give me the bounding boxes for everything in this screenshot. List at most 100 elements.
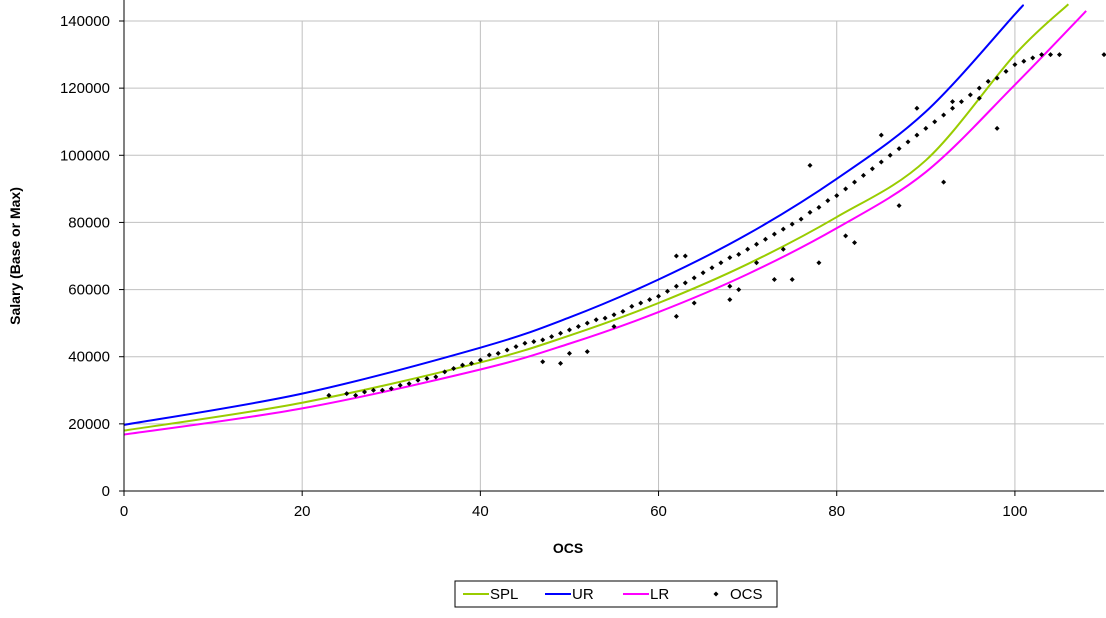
- scatter-point: [691, 300, 697, 306]
- x-axis-title: OCS: [553, 540, 583, 556]
- scatter-point: [629, 303, 635, 309]
- scatter-point: [1030, 55, 1036, 61]
- scatter-point: [397, 382, 403, 388]
- scatter-point: [611, 312, 617, 318]
- scatter-point: [727, 297, 733, 303]
- scatter-point: [549, 334, 555, 340]
- scatter-point: [941, 179, 947, 185]
- scatter-point: [745, 246, 751, 252]
- scatter-point: [967, 92, 973, 98]
- scatter-point: [486, 352, 492, 358]
- scatter-point: [647, 297, 653, 303]
- scatter-point: [754, 260, 760, 266]
- scatter-point: [682, 280, 688, 286]
- y-tick-label: 40000: [68, 349, 110, 366]
- scatter-point: [771, 277, 777, 282]
- scatter-point: [370, 387, 376, 393]
- axes: [119, 0, 1104, 496]
- scatter-point: [718, 260, 724, 266]
- y-tick-label: 120000: [60, 80, 110, 97]
- scatter-point: [843, 233, 849, 239]
- scatter-point: [566, 327, 572, 333]
- scatter-point: [914, 105, 920, 111]
- scatter-point: [620, 308, 626, 314]
- scatter-point: [914, 132, 920, 138]
- scatter-point: [406, 381, 412, 387]
- scatter-point: [415, 377, 421, 383]
- scatter-point: [1012, 62, 1018, 68]
- series-line-spl: [124, 3, 1070, 432]
- scatter-point: [638, 300, 644, 306]
- scatter-point: [1039, 52, 1045, 58]
- scatter-point: [976, 85, 982, 91]
- scatter-point: [602, 315, 608, 321]
- scatter-point: [852, 179, 858, 185]
- scatter-point: [878, 159, 884, 165]
- y-tick-label: 60000: [68, 282, 110, 299]
- scatter-point: [700, 270, 706, 276]
- legend: SPL UR LR OCS: [454, 580, 778, 608]
- scatter-point: [816, 260, 822, 266]
- scatter-point: [495, 350, 501, 356]
- scatter-point: [852, 240, 858, 246]
- x-tick-label: 40: [472, 503, 489, 520]
- scatter-point: [941, 112, 947, 118]
- scatter-point: [754, 241, 760, 247]
- scatter-point: [834, 193, 840, 199]
- scatter-point: [807, 162, 813, 168]
- scatter-point: [451, 365, 457, 371]
- scatter-point: [709, 265, 715, 271]
- scatter-point: [424, 376, 430, 382]
- series-lines: [124, 3, 1087, 436]
- scatter-point: [326, 392, 332, 398]
- scatter-point: [353, 392, 359, 398]
- scatter-point: [540, 359, 546, 365]
- scatter-point: [976, 95, 982, 101]
- scatter-point: [584, 349, 590, 355]
- scatter-point: [558, 330, 564, 336]
- scatter-point: [460, 362, 466, 368]
- y-tick-label: 0: [102, 483, 110, 500]
- scatter-point: [798, 216, 804, 222]
- scatter-points: [326, 52, 1106, 398]
- y-tick-label: 80000: [68, 214, 110, 231]
- scatter-point: [362, 389, 368, 395]
- scatter-point: [727, 255, 733, 261]
- scatter-point: [762, 236, 768, 242]
- scatter-point: [673, 253, 679, 259]
- scatter-point: [442, 369, 448, 375]
- x-tick-label: 60: [650, 503, 667, 520]
- y-tick-labels: 0 20000 40000 60000 80000 100000 120000 140000: [60, 13, 110, 500]
- legend-label-ur: UR: [572, 586, 594, 603]
- legend-swatch-ocs: [713, 591, 719, 597]
- scatter-point: [691, 275, 697, 281]
- x-tick-label: 20: [294, 503, 311, 520]
- scatter-point: [504, 347, 510, 353]
- scatter-point: [1101, 52, 1106, 58]
- scatter-point: [540, 337, 546, 343]
- scatter-point: [878, 132, 884, 138]
- scatter-point: [584, 320, 590, 326]
- x-tick-labels: 0 20 40 60 80 100: [120, 503, 1028, 520]
- x-tick-label: 100: [1002, 503, 1027, 520]
- scatter-point: [611, 324, 617, 329]
- y-axis-title: Salary (Base or Max): [7, 187, 23, 325]
- scatter-point: [379, 387, 385, 393]
- scatter-point: [1021, 58, 1027, 64]
- scatter-point: [593, 317, 599, 323]
- scatter-point: [950, 105, 956, 111]
- x-tick-label: 0: [120, 503, 128, 520]
- scatter-point: [522, 340, 528, 346]
- scatter-point: [825, 198, 831, 204]
- scatter-point: [923, 125, 929, 131]
- scatter-point: [887, 152, 893, 158]
- scatter-point: [468, 360, 474, 366]
- scatter-point: [673, 313, 679, 319]
- scatter-point: [994, 125, 1000, 131]
- x-tick-label: 80: [828, 503, 845, 520]
- scatter-point: [789, 277, 795, 282]
- scatter-point: [736, 251, 742, 257]
- legend-box: [454, 580, 778, 608]
- scatter-point: [994, 75, 1000, 81]
- legend-label-spl: SPL: [490, 586, 518, 603]
